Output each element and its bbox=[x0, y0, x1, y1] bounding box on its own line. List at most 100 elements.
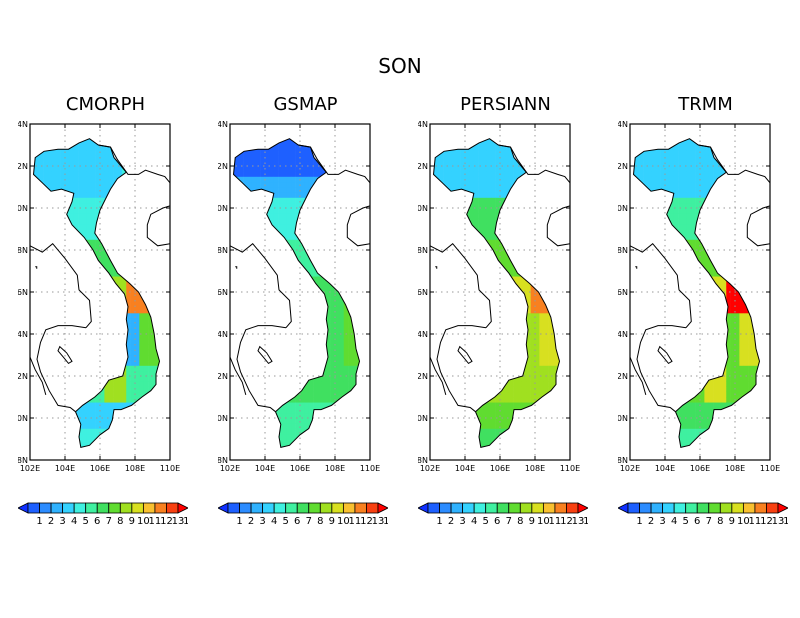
figure-title: SON bbox=[378, 54, 422, 78]
colorbar-swatch bbox=[239, 502, 252, 514]
colorbar-swatch bbox=[262, 502, 275, 514]
colorbar-swatch bbox=[439, 502, 452, 514]
colorbar-swatch bbox=[227, 502, 240, 514]
colorbar-label: 12 bbox=[560, 516, 573, 527]
colorbar-swatch bbox=[273, 502, 287, 514]
colorbar-label: 9 bbox=[129, 516, 135, 527]
lat-tick-label: 10N bbox=[618, 414, 628, 423]
lon-tick-label: 110E bbox=[160, 464, 180, 473]
colorbar-swatch bbox=[766, 502, 779, 514]
colorbar-swatch bbox=[342, 502, 356, 514]
lat-tick-label: 14N bbox=[18, 330, 28, 339]
lat-tick-label: 24N bbox=[18, 120, 28, 129]
colorbar-label: 14 bbox=[583, 516, 588, 527]
colorbar-swatch bbox=[142, 502, 156, 514]
lat-tick-label: 14N bbox=[418, 330, 428, 339]
colorbar-label: 3 bbox=[659, 516, 665, 527]
grid-lines bbox=[630, 124, 770, 460]
lon-tick-label: 102E bbox=[620, 464, 640, 473]
colorbar-swatch bbox=[427, 502, 440, 514]
lat-tick-label: 12N bbox=[218, 372, 228, 381]
colorbar-label: 3 bbox=[259, 516, 265, 527]
colorbar-label: 7 bbox=[706, 516, 712, 527]
colorbar-min-arrow bbox=[217, 502, 229, 514]
lon-tick-label: 102E bbox=[420, 464, 440, 473]
lat-tick-label: 8N bbox=[218, 456, 228, 465]
colorbar-label: 12 bbox=[760, 516, 773, 527]
colorbar-label: 13 bbox=[372, 516, 385, 527]
colorbar-label: 7 bbox=[506, 516, 512, 527]
coastlines bbox=[629, 138, 771, 449]
colorbar-swatch bbox=[473, 502, 487, 514]
colorbar-label: 10 bbox=[337, 516, 350, 527]
colorbar-label: 5 bbox=[283, 516, 289, 527]
colorbar-swatch bbox=[119, 502, 133, 514]
colorbar-label: 1 bbox=[236, 516, 242, 527]
colorbar-swatch bbox=[296, 502, 310, 514]
lon-tick-label: 110E bbox=[360, 464, 380, 473]
colorbar-swatch bbox=[485, 502, 498, 514]
colorbar-label: 7 bbox=[306, 516, 312, 527]
lat-tick-label: 16N bbox=[18, 288, 28, 297]
colorbar-label: 5 bbox=[683, 516, 689, 527]
lon-tick-label: 104E bbox=[55, 464, 75, 473]
lat-tick-label: 20N bbox=[418, 204, 428, 213]
colorbar-label: 4 bbox=[471, 516, 477, 527]
colorbar-canvas: 1234567891011121314 bbox=[217, 502, 396, 527]
colorbar-label: 7 bbox=[106, 516, 112, 527]
colorbar-swatch bbox=[27, 502, 40, 514]
colorbar-swatch bbox=[508, 502, 521, 514]
colorbar-label: 8 bbox=[117, 516, 123, 527]
lat-tick-label: 14N bbox=[218, 330, 228, 339]
lat-tick-label: 18N bbox=[618, 246, 628, 255]
colorbar-swatch bbox=[662, 502, 675, 514]
colorbar-label: 13 bbox=[772, 516, 785, 527]
colorbar-label: 2 bbox=[48, 516, 54, 527]
colorbar-label: 5 bbox=[83, 516, 89, 527]
lon-tick-label: 104E bbox=[655, 464, 675, 473]
colorbar-max-arrow bbox=[177, 502, 189, 514]
colorbar-canvas: 1234567891011121314 bbox=[17, 502, 196, 527]
grid-lines bbox=[30, 124, 170, 460]
colorbar-swatch bbox=[154, 502, 167, 514]
colorbar-canvas: 1234567891011121314 bbox=[617, 502, 796, 527]
lon-tick-label: 108E bbox=[125, 464, 145, 473]
colorbar-swatch bbox=[450, 502, 464, 514]
colorbar-swatch bbox=[708, 502, 721, 514]
lat-tick-label: 14N bbox=[618, 330, 628, 339]
lat-tick-label: 10N bbox=[18, 414, 28, 423]
grid-lines bbox=[230, 124, 370, 460]
colorbar-persiann: 1234567891011121314 bbox=[417, 498, 596, 528]
colorbar-label: 5 bbox=[483, 516, 489, 527]
colorbar-max-arrow bbox=[577, 502, 589, 514]
colorbar-label: 3 bbox=[59, 516, 65, 527]
grid-lines bbox=[430, 124, 570, 460]
colorbar-label: 11 bbox=[149, 516, 162, 527]
colorbar-label: 14 bbox=[183, 516, 188, 527]
colorbar-label: 9 bbox=[529, 516, 535, 527]
colorbar-swatch bbox=[685, 502, 698, 514]
colorbar-swatch bbox=[742, 502, 756, 514]
colorbar-swatch bbox=[250, 502, 264, 514]
colorbar-label: 10 bbox=[537, 516, 550, 527]
colorbar-swatch bbox=[696, 502, 710, 514]
colorbar-swatch bbox=[166, 502, 179, 514]
colorbar-label: 12 bbox=[360, 516, 373, 527]
lon-tick-label: 106E bbox=[490, 464, 510, 473]
lat-tick-label: 8N bbox=[418, 456, 428, 465]
colorbar-swatch bbox=[650, 502, 664, 514]
lon-tick-label: 108E bbox=[325, 464, 345, 473]
colorbar-label: 13 bbox=[172, 516, 185, 527]
colorbar-swatch bbox=[354, 502, 367, 514]
lon-tick-label: 106E bbox=[290, 464, 310, 473]
colorbar-max-arrow bbox=[377, 502, 389, 514]
lon-tick-label: 104E bbox=[455, 464, 475, 473]
lon-tick-label: 102E bbox=[20, 464, 40, 473]
colorbar-trmm: 1234567891011121314 bbox=[617, 498, 796, 528]
colorbar-label: 14 bbox=[383, 516, 388, 527]
colorbar-label: 6 bbox=[494, 516, 500, 527]
coastlines bbox=[229, 138, 371, 449]
lon-tick-label: 110E bbox=[560, 464, 580, 473]
colorbar-label: 6 bbox=[94, 516, 100, 527]
